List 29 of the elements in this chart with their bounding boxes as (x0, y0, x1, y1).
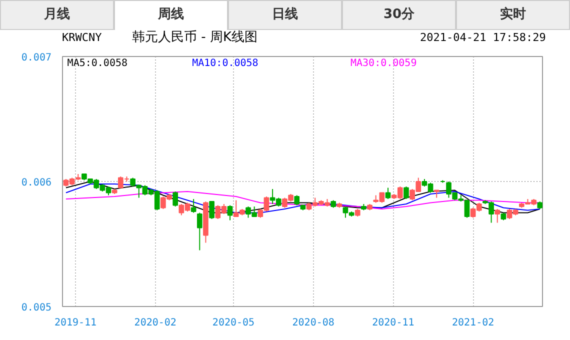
text: 日线 (272, 6, 298, 24)
x-tick-label: 2020-05 (212, 318, 255, 328)
y-tick-label: 0.005 (21, 302, 52, 314)
text: KRWCNY (62, 30, 102, 46)
text: 月线 (44, 6, 70, 24)
text: MA5:0.0058 (67, 58, 128, 69)
text: 实时 (500, 6, 526, 24)
text: 周线 (158, 6, 184, 24)
candlestick (494, 208, 500, 224)
x-tick-label: 2020-08 (292, 318, 334, 328)
candlestick (227, 204, 233, 221)
candlestick (404, 186, 409, 200)
candlestick (172, 191, 178, 207)
text: 2021-04-21 17:58:29 (420, 30, 546, 46)
candlestick (209, 201, 214, 220)
x-tick-label: 2019-11 (54, 318, 97, 328)
x-tick-label: 2020-02 (134, 318, 176, 328)
x-tick-label: 2020-11 (372, 318, 414, 328)
y-tick-label: 0.007 (21, 52, 52, 64)
text: MA30:0.0059 (350, 58, 417, 69)
y-tick-label: 0.006 (21, 178, 52, 188)
chart-title: 韩元人民币 - 周K线图 (132, 30, 258, 46)
text: MA10:0.0058 (192, 58, 258, 69)
x-tick-label: 2021-02 (452, 318, 494, 328)
candlestick (190, 198, 196, 214)
candlestick (196, 212, 202, 251)
text: 30分 (383, 6, 415, 24)
candlestick (294, 194, 300, 206)
candlestick (385, 187, 391, 200)
